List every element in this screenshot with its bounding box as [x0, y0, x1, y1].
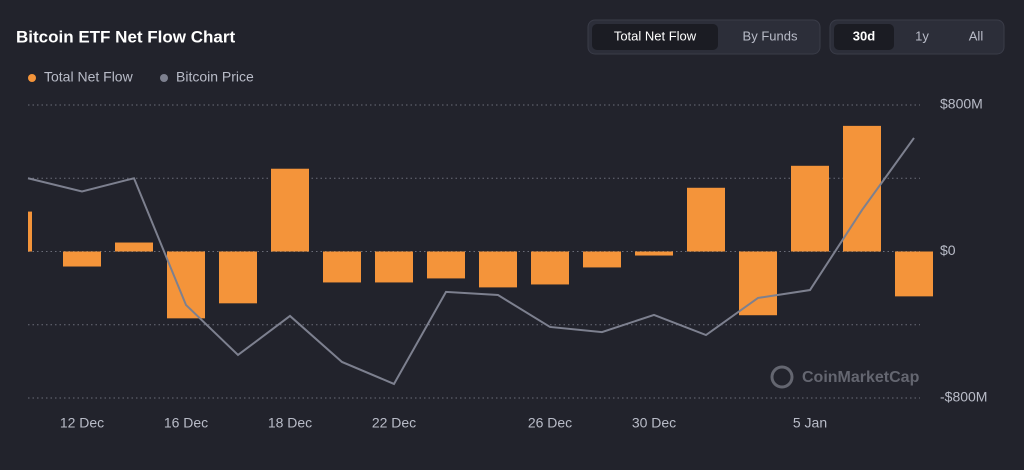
legend-label: Total Net Flow — [44, 69, 134, 85]
y-tick-label: -$800M — [940, 389, 987, 405]
watermark-logo — [770, 365, 794, 389]
bar — [739, 251, 777, 316]
bar — [843, 125, 881, 252]
price-line — [27, 137, 915, 386]
y-tick-label: $0 — [940, 242, 956, 258]
range-tab[interactable]: All — [969, 28, 984, 43]
view-tab-active[interactable] — [592, 24, 718, 50]
bar — [635, 251, 673, 256]
watermark-text: CoinMarketCap — [802, 369, 920, 386]
bar — [28, 211, 32, 252]
bar — [479, 251, 517, 288]
x-tick-label: 5 Jan — [793, 415, 827, 431]
range-tab[interactable]: 30d — [853, 28, 875, 43]
x-tick-label: 30 Dec — [632, 415, 676, 431]
bar — [375, 251, 413, 283]
watermark: CoinMarketCap — [770, 365, 920, 389]
legend-label: Bitcoin Price — [176, 69, 254, 85]
bar — [531, 251, 569, 285]
bar — [687, 187, 725, 252]
bar — [219, 251, 257, 304]
bar — [791, 165, 829, 252]
bar — [115, 242, 153, 252]
view-tab[interactable]: By Funds — [743, 28, 798, 43]
range-tab[interactable]: 1y — [915, 28, 929, 43]
bar — [583, 251, 621, 268]
x-tick-label: 12 Dec — [60, 415, 104, 431]
bar — [427, 251, 465, 279]
y-tick-label: $800M — [940, 96, 983, 112]
bar — [323, 251, 361, 283]
bar — [271, 168, 309, 252]
x-tick-label: 22 Dec — [372, 415, 416, 431]
range-tab-active[interactable] — [834, 24, 894, 50]
bar — [63, 251, 101, 267]
x-tick-label: 16 Dec — [164, 415, 208, 431]
legend-marker — [160, 74, 168, 82]
x-tick-label: 18 Dec — [268, 415, 312, 431]
chart-title: Bitcoin ETF Net Flow Chart — [16, 27, 235, 46]
bar — [895, 251, 933, 297]
x-tick-label: 26 Dec — [528, 415, 572, 431]
legend-marker — [28, 74, 36, 82]
bar — [167, 251, 205, 319]
view-tab[interactable]: Total Net Flow — [614, 28, 697, 43]
